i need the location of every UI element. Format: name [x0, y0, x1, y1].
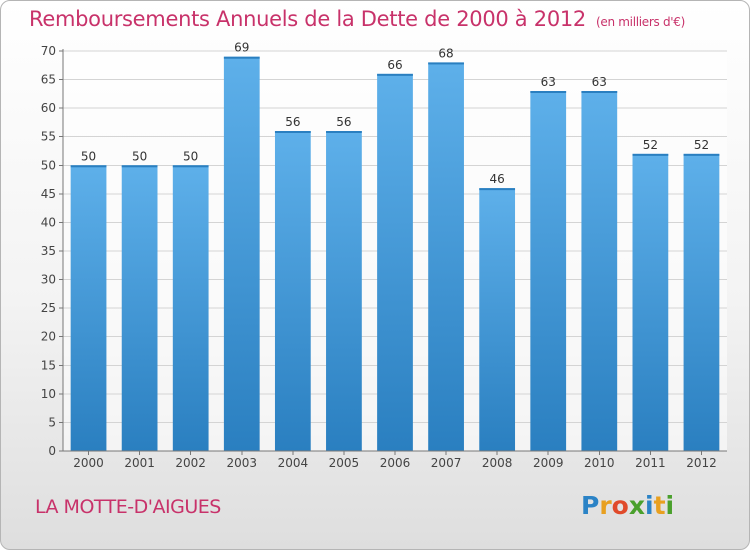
- logo-letter: o: [611, 491, 629, 520]
- logo-letter: r: [599, 491, 612, 520]
- x-tick-label: 2007: [431, 456, 462, 470]
- bar-value-label: 50: [132, 149, 147, 163]
- logo-letter: i: [665, 491, 675, 520]
- y-tick-label: 70: [41, 44, 56, 58]
- bar-top-edge: [530, 91, 567, 93]
- bar: [632, 153, 669, 451]
- x-tick-label: 2005: [329, 456, 360, 470]
- bar: [581, 91, 618, 451]
- x-tick-label: 2004: [278, 456, 309, 470]
- chart-title: Remboursements Annuels de la Dette de 20…: [29, 7, 685, 31]
- bar-top-edge: [223, 56, 260, 59]
- bar-value-label: 52: [694, 138, 709, 152]
- bar: [326, 131, 362, 451]
- bar-top-edge: [121, 165, 158, 168]
- bar-top-edge: [326, 131, 362, 133]
- bar: [530, 91, 567, 451]
- bar: [274, 131, 311, 451]
- logo-letter: x: [628, 491, 645, 520]
- y-tick-label: 55: [41, 130, 56, 144]
- axes: 0 5 10 15 20 25 30 35 40 45 50 55 60 65 70 2000 2001 2002…: [41, 44, 727, 470]
- bars: 50 50 50 69 56 56 66 68 46 63 63 52 52: [70, 41, 720, 452]
- bar: [70, 165, 107, 452]
- bar-value-label: 56: [285, 115, 300, 129]
- bar-value-label: 52: [643, 138, 658, 152]
- bar-value-label: 63: [541, 75, 556, 89]
- x-tick-label: 2006: [380, 456, 411, 470]
- chart-title-text: Remboursements Annuels de la Dette de 20…: [29, 7, 586, 31]
- y-tick-label: 25: [41, 301, 56, 315]
- bar-value-label: 56: [336, 115, 351, 129]
- bar: [428, 62, 464, 452]
- x-tick-label: 2001: [124, 456, 155, 470]
- y-tick-label: 35: [41, 244, 56, 258]
- bar-value-label: 50: [183, 149, 198, 163]
- y-tick-label: 15: [41, 358, 56, 372]
- bar-top-edge: [428, 62, 464, 65]
- bar-top-edge: [70, 165, 107, 168]
- y-tick-label: 20: [41, 330, 56, 344]
- bar: [479, 188, 516, 451]
- y-tick-label: 10: [41, 387, 56, 401]
- bar-value-label: 46: [490, 172, 505, 186]
- bar-top-edge: [377, 73, 413, 76]
- x-tick-label: 2000: [73, 456, 104, 470]
- bar: [377, 73, 413, 451]
- bar-top-edge: [479, 188, 516, 191]
- x-tick-label: 2002: [175, 456, 206, 470]
- x-tick-label: 2003: [226, 456, 257, 470]
- bar-top-edge: [581, 91, 618, 93]
- y-tick-label: 40: [41, 215, 56, 229]
- y-tick-label: 5: [48, 415, 56, 429]
- logo-letter: P: [581, 491, 600, 520]
- bar: [172, 165, 209, 452]
- bar-value-label: 66: [387, 58, 402, 72]
- bar-top-edge: [172, 165, 209, 168]
- bar: [121, 165, 158, 452]
- bar-value-label: 63: [592, 75, 607, 89]
- bar-top-edge: [274, 131, 311, 133]
- y-tick-label: 65: [41, 73, 56, 87]
- x-tick-label: 2009: [533, 456, 564, 470]
- x-tick-label: 2010: [584, 456, 615, 470]
- proxiti-logo: Proxiti: [581, 491, 674, 520]
- bar-value-label: 68: [438, 46, 453, 60]
- bar-value-label: 69: [234, 41, 249, 55]
- y-tick-label: 60: [41, 101, 56, 115]
- y-tick-label: 50: [41, 158, 56, 172]
- bar: [683, 153, 720, 451]
- bar-value-label: 50: [81, 149, 96, 163]
- logo-letter: t: [653, 491, 666, 520]
- y-tick-label: 30: [41, 273, 56, 287]
- bar-top-edge: [632, 153, 669, 156]
- x-tick-label: 2012: [686, 456, 717, 470]
- unit-note: (en milliers d'€): [596, 15, 686, 29]
- x-tick-label: 2008: [482, 456, 513, 470]
- bar-top-edge: [683, 153, 720, 156]
- bar: [223, 56, 260, 451]
- y-tick-label: 0: [48, 444, 56, 458]
- commune-name: LA MOTTE-D'AIGUES: [35, 496, 221, 518]
- logo-letter: i: [645, 491, 654, 520]
- x-tick-label: 2011: [635, 456, 666, 470]
- y-tick-label: 45: [41, 187, 56, 201]
